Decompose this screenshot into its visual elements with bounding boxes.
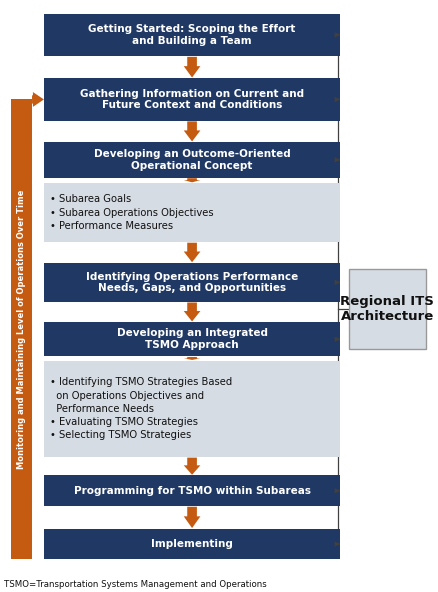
Text: Developing an Integrated
TSMO Approach: Developing an Integrated TSMO Approach <box>117 329 267 350</box>
Text: Identifying Operations Performance
Needs, Gaps, and Opportunities: Identifying Operations Performance Needs… <box>86 272 297 293</box>
Bar <box>11 99 32 559</box>
Polygon shape <box>183 507 200 528</box>
Bar <box>44 263 339 302</box>
Text: Implementing: Implementing <box>151 539 233 549</box>
Bar <box>348 269 425 349</box>
Text: • Identifying TSMO Strategies Based
  on Operations Objectives and
  Performance: • Identifying TSMO Strategies Based on O… <box>50 377 232 440</box>
Text: TSMO=Transportation Systems Management and Operations: TSMO=Transportation Systems Management a… <box>4 580 267 589</box>
Text: Developing an Outcome-Oriented
Operational Concept: Developing an Outcome-Oriented Operation… <box>93 149 290 170</box>
Bar <box>44 361 339 457</box>
Bar <box>44 142 339 178</box>
Bar <box>44 475 339 506</box>
Text: Getting Started: Scoping the Effort
and Building a Team: Getting Started: Scoping the Effort and … <box>88 24 295 46</box>
Polygon shape <box>183 357 200 360</box>
Bar <box>44 183 339 242</box>
Text: Programming for TSMO within Subareas: Programming for TSMO within Subareas <box>74 486 310 496</box>
Bar <box>44 78 339 121</box>
Polygon shape <box>183 458 200 475</box>
Polygon shape <box>183 303 200 321</box>
Text: Gathering Information on Current and
Future Context and Conditions: Gathering Information on Current and Fut… <box>80 89 304 110</box>
Bar <box>44 529 339 559</box>
Polygon shape <box>183 243 200 262</box>
Text: Monitoring and Maintaining Level of Operations Over Time: Monitoring and Maintaining Level of Oper… <box>17 190 26 469</box>
Bar <box>44 14 339 56</box>
Text: • Subarea Goals
• Subarea Operations Objectives
• Performance Measures: • Subarea Goals • Subarea Operations Obj… <box>50 194 214 231</box>
Text: Regional ITS
Architecture: Regional ITS Architecture <box>340 295 433 323</box>
Polygon shape <box>183 178 200 182</box>
Polygon shape <box>183 57 200 78</box>
Polygon shape <box>183 121 200 141</box>
Bar <box>44 322 339 356</box>
Polygon shape <box>32 92 44 107</box>
